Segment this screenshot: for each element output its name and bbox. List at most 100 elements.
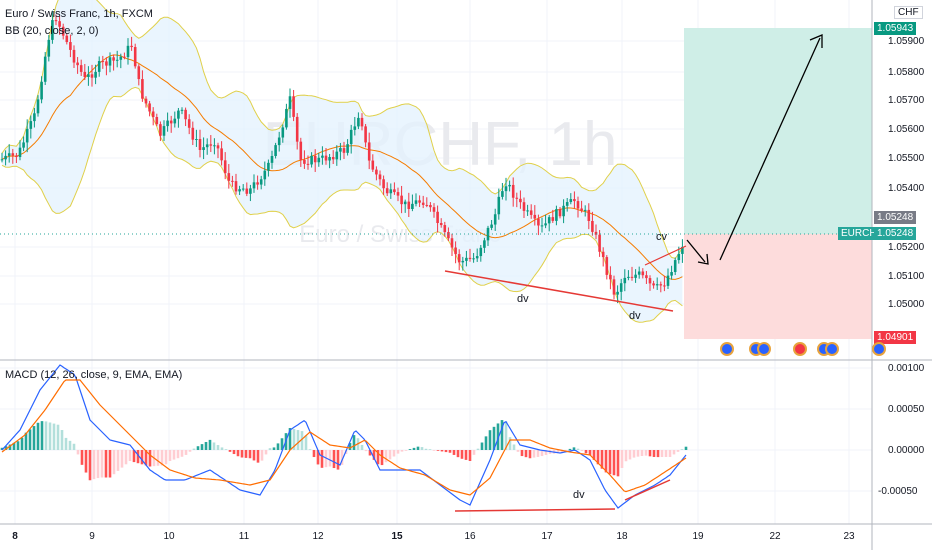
macd-histogram-bar: [472, 450, 476, 455]
candle-body: [133, 47, 137, 67]
candle-body: [555, 209, 558, 221]
candle-body: [270, 156, 274, 163]
macd-histogram-bar: [340, 450, 344, 465]
macd-histogram-bar: [308, 449, 312, 450]
symbol-price-tag: 1.05248: [874, 227, 917, 240]
macd-histogram-bar: [160, 450, 164, 466]
macd-histogram-bar: [332, 450, 336, 469]
macd-histogram-bar: [492, 426, 496, 450]
candle-body: [263, 170, 267, 180]
candle-body: [637, 271, 641, 275]
candle-body: [213, 145, 216, 147]
macd-histogram-bar: [652, 450, 656, 457]
macd-histogram-bar: [428, 449, 432, 450]
bollinger-fill: [2, 0, 683, 323]
candle-body: [641, 271, 645, 276]
price-tick: 1.05500: [888, 153, 925, 164]
candle-body: [461, 260, 465, 263]
macd-histogram-bar: [320, 450, 324, 468]
macd-histogram-bar: [464, 450, 468, 460]
candle-body: [367, 142, 371, 161]
candle-body: [159, 124, 162, 136]
candle-body: [310, 155, 313, 165]
rising-line-price: [644, 245, 687, 266]
macd-histogram-bar: [32, 426, 36, 450]
macd-histogram-bar: [432, 450, 436, 451]
macd-histogram-bar: [588, 450, 592, 456]
macd-histogram-bar: [624, 450, 628, 462]
candle-body: [666, 275, 670, 286]
macd-histogram-bar: [4, 446, 8, 450]
candle-body: [187, 119, 191, 128]
macd-histogram-bar: [448, 450, 452, 453]
candle-body: [90, 74, 94, 78]
macd-histogram-bar: [88, 450, 92, 481]
macd-histogram-bar: [84, 450, 88, 473]
event-flag-icon[interactable]: [825, 342, 839, 356]
candle-body: [609, 274, 612, 280]
macd-indicator-label[interactable]: MACD (12, 26, close, 9, EMA, EMA): [5, 369, 183, 381]
macd-histogram-bar: [232, 450, 236, 455]
candle-body: [645, 275, 648, 279]
candle-body: [205, 144, 209, 148]
candle-body: [436, 211, 439, 224]
macd-histogram-bar: [140, 450, 144, 465]
candle-body: [0, 159, 4, 161]
candle-body: [673, 260, 677, 273]
candle-body: [519, 198, 522, 203]
macd-histogram-bar: [252, 450, 256, 461]
candle-body: [601, 251, 605, 258]
candle-body: [616, 291, 619, 295]
macd-histogram-bar: [300, 431, 304, 450]
candle-body: [439, 223, 443, 226]
macd-histogram-bar: [348, 443, 352, 450]
macd-histogram-bar: [336, 450, 340, 470]
candle-body: [490, 224, 493, 228]
macd-histogram-bar: [28, 429, 32, 450]
event-flag-icon[interactable]: [720, 342, 734, 356]
price-tick: 1.05100: [888, 271, 925, 282]
macd-histogram-bar: [440, 450, 444, 452]
divergence-line-price: [444, 270, 674, 312]
currency-label: CHF: [894, 6, 923, 19]
symbol-tag: EURCHF: [838, 227, 886, 240]
macd-histogram-bar: [156, 450, 160, 466]
macd-histogram-bar: [192, 448, 196, 450]
candle-body: [306, 163, 310, 165]
macd-histogram-bar: [216, 445, 220, 450]
annotation-dv-price-2: dv: [629, 310, 641, 322]
bollinger-lower: [1, 86, 683, 323]
candles: [0, 10, 684, 304]
candle-body: [151, 111, 155, 118]
macd-histogram-bar: [100, 450, 104, 478]
candle-body: [612, 279, 616, 295]
macd-histogram-bar: [388, 450, 392, 460]
macd-histogram-bar: [0, 447, 4, 450]
macd-histogram-bar: [500, 420, 504, 450]
candle-body: [677, 253, 681, 261]
candle-body: [292, 96, 295, 117]
macd-histogram-bar: [44, 421, 48, 450]
event-flag-icon[interactable]: [793, 342, 807, 356]
event-flag-icon[interactable]: [872, 342, 886, 356]
event-flag-icon[interactable]: [757, 342, 771, 356]
macd-histogram-bar: [484, 436, 488, 450]
bb-indicator-label[interactable]: BB (20, close, 2, 0): [5, 25, 99, 37]
candle-body: [76, 62, 79, 66]
price-tick: 1.05900: [888, 36, 925, 47]
macd-histogram-bar: [680, 449, 684, 450]
price-tick: 1.05700: [888, 95, 925, 106]
candle-body: [166, 120, 169, 127]
macd-histogram-bar: [580, 450, 584, 451]
macd-histogram-bar: [248, 450, 252, 459]
macd-histogram-bar: [128, 450, 132, 461]
macd-histogram-bar: [352, 435, 356, 450]
macd-histogram-bar: [532, 450, 536, 458]
candle-body: [180, 109, 184, 111]
macd-histogram-bar: [276, 443, 280, 450]
macd-histogram-bar: [556, 450, 560, 454]
candle-body: [112, 57, 115, 61]
candle-body: [155, 117, 159, 125]
candle-body: [198, 139, 202, 150]
candle-body: [249, 188, 252, 194]
